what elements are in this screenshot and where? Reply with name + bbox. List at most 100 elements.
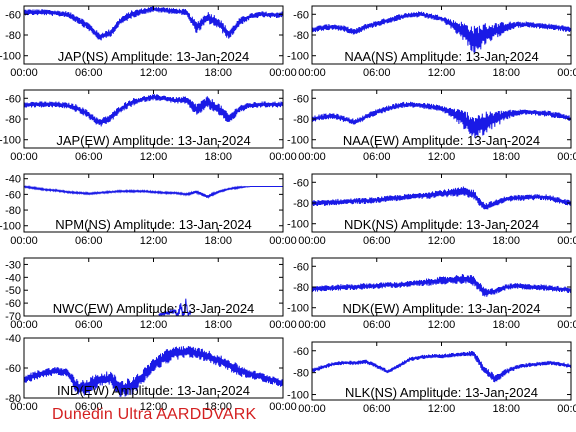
y-tick-label: -80 (5, 205, 21, 217)
y-tick-label: -100 (287, 303, 309, 315)
x-tick-label: 18:00 (204, 235, 232, 247)
series-line-8 (24, 345, 283, 397)
y-tick-label: -60 (293, 177, 309, 189)
y-tick-label: -60 (293, 9, 309, 21)
y-tick-label: -100 (0, 135, 21, 147)
y-tick-label: -100 (0, 51, 21, 63)
x-tick-label: 12:00 (140, 67, 168, 79)
x-tick-label: 18:00 (492, 151, 520, 163)
panel-title: NPM(NS) Amplitude: 13-Jan-2024 (55, 217, 252, 232)
x-tick-label: 06:00 (75, 401, 103, 413)
chart-panel-1: -60 -80 -100 00:00 06:00 12:00 18:00 00:00 NAA(N… (287, 5, 576, 79)
x-tick-label: 00:00 (298, 319, 326, 331)
y-tick-label: -80 (5, 30, 21, 42)
chart-panel-9: -60-80-10000:0006:0012:0018:0000:00NLK(N… (287, 341, 576, 415)
x-tick-label: 18:00 (204, 319, 232, 331)
x-tick-label: 00:00 (269, 319, 297, 331)
y-tick-label: -60 (293, 93, 309, 105)
panel-title: NAA(NS) Amplitude: 13-Jan-2024 (344, 49, 538, 64)
series-line-9 (312, 351, 571, 383)
x-tick-label: 18:00 (204, 151, 232, 163)
series-line-3 (312, 101, 571, 138)
x-tick-label: 12:00 (428, 67, 456, 79)
series-line-6 (158, 298, 192, 316)
x-tick-label: 06:00 (75, 319, 103, 331)
x-tick-label: 18:00 (204, 67, 232, 79)
x-tick-label: 18:00 (492, 319, 520, 331)
y-tick-label: -60 (5, 363, 21, 375)
x-tick-label: 00:00 (298, 235, 326, 247)
chart-panel-7: -60 -80 -100 00:00 06:00 12:00 18:00 00:00 NDK(E… (287, 257, 576, 331)
y-tick-label: -40 (5, 272, 21, 284)
x-tick-label: 00:00 (557, 319, 576, 331)
y-tick-label: -100 (287, 135, 309, 147)
chart-panel-4: -40 -60 -80 -100 00:00 06:00 12:00 18:00 00:00 NP… (0, 173, 297, 247)
series-line-5 (312, 186, 571, 210)
y-tick-label: -60 (5, 189, 21, 201)
x-tick-label: 00:00 (557, 151, 576, 163)
panel-title: NLK(NS) Amplitude: 13-Jan-2024 (345, 385, 538, 400)
y-tick-label: -80 (293, 282, 309, 294)
y-tick-label: -80 (5, 114, 21, 126)
panel-title: NDK(EW) Amplitude: 13-Jan-2024 (343, 301, 541, 316)
x-tick-label: 00:00 (10, 235, 38, 247)
series-line-7 (312, 273, 571, 297)
y-tick-label: -100 (287, 51, 309, 63)
x-tick-label: 00:00 (269, 235, 297, 247)
x-tick-label: 06:00 (363, 235, 391, 247)
y-tick-label: -80 (293, 30, 309, 42)
x-tick-label: 18:00 (492, 67, 520, 79)
x-tick-label: 06:00 (75, 67, 103, 79)
x-tick-label: 12:00 (428, 403, 456, 415)
x-tick-label: 00:00 (10, 401, 38, 413)
y-tick-label: -80 (293, 198, 309, 210)
panel-title: JAP(NS) Amplitude: 13-Jan-2024 (58, 49, 249, 64)
x-tick-label: 00:00 (10, 151, 38, 163)
x-tick-label: 12:00 (140, 235, 168, 247)
y-tick-label: -100 (287, 219, 309, 231)
x-tick-label: 06:00 (363, 151, 391, 163)
x-tick-label: 06:00 (363, 67, 391, 79)
x-tick-label: 00:00 (557, 235, 576, 247)
x-tick-label: 00:00 (298, 403, 326, 415)
x-tick-label: 06:00 (363, 403, 391, 415)
y-tick-label: -40 (5, 333, 21, 345)
y-tick-label: -100 (287, 390, 309, 402)
x-tick-label: 12:00 (428, 235, 456, 247)
y-tick-label: -60 (5, 9, 21, 21)
x-tick-label: 12:00 (140, 401, 168, 413)
y-tick-label: -60 (5, 298, 21, 310)
x-tick-label: 06:00 (363, 319, 391, 331)
panel-title: NAA(EW) Amplitude: 13-Jan-2024 (343, 133, 540, 148)
x-tick-label: 18:00 (204, 401, 232, 413)
x-tick-label: 00:00 (10, 319, 38, 331)
x-tick-label: 00:00 (269, 151, 297, 163)
y-tick-label: -80 (293, 368, 309, 380)
x-tick-label: 00:00 (557, 67, 576, 79)
chart-panel-0: -60 -80 -100 00:00 06:00 12:00 18:00 00:00 JAP(N… (0, 5, 297, 79)
panel-title: IND(EW) Amplitude: 13-Jan-2024 (57, 383, 250, 398)
y-tick-label: -60 (293, 261, 309, 273)
chart-panel-3: -60 -80 -100 00:00 06:00 12:00 18:00 00:00 NAA(E… (287, 89, 576, 163)
x-tick-label: 18:00 (492, 235, 520, 247)
x-tick-label: 00:00 (298, 67, 326, 79)
panel-title: JAP(EW) Amplitude: 13-Jan-2024 (56, 133, 250, 148)
x-tick-label: 00:00 (557, 403, 576, 415)
y-tick-label: -100 (0, 221, 21, 233)
footer-label: Dunedin Ultra AARDDVARK (52, 406, 257, 423)
y-tick-label: -60 (5, 93, 21, 105)
x-tick-label: 00:00 (10, 67, 38, 79)
y-tick-label: -70 (5, 311, 21, 323)
x-tick-label: 00:00 (269, 67, 297, 79)
x-tick-label: 00:00 (298, 151, 326, 163)
series-line-2 (24, 94, 283, 127)
x-tick-label: 06:00 (75, 151, 103, 163)
y-tick-label: -40 (5, 174, 21, 186)
y-tick-label: -60 (293, 346, 309, 358)
series-line-0 (24, 6, 283, 41)
y-tick-label: -80 (293, 114, 309, 126)
x-tick-label: 12:00 (140, 319, 168, 331)
